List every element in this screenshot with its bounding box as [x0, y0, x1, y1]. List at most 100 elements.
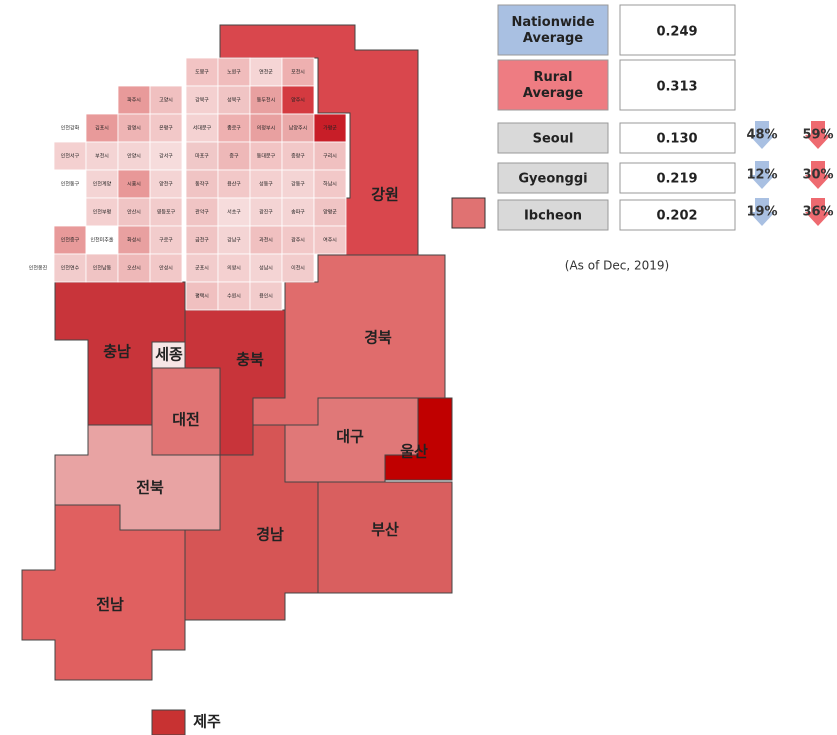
city-label: 김포시	[95, 125, 109, 132]
region-label: 충북	[236, 351, 264, 369]
city-tile	[281, 169, 315, 199]
region-label: 전북	[136, 479, 164, 497]
region-label: 충남	[103, 343, 131, 361]
city-label: 가평군	[323, 125, 337, 132]
city-label: 인천미추홀	[90, 237, 113, 244]
city-label: 송파구	[291, 209, 305, 216]
city-tile	[117, 169, 151, 199]
city-label: 은평구	[159, 125, 173, 132]
region-label: 세종	[155, 346, 183, 364]
region-name: Seoul	[533, 132, 574, 147]
city-tile	[313, 169, 347, 199]
city-label: 성남시	[259, 265, 273, 272]
city-tile	[85, 113, 119, 143]
city-tile	[117, 197, 151, 227]
city-tile	[281, 57, 315, 87]
city-label: 양천구	[159, 181, 173, 188]
city-label: 과천시	[259, 237, 273, 244]
city-tile	[117, 225, 151, 255]
region-label: 대전	[172, 411, 200, 429]
city-label: 강북구	[195, 97, 209, 104]
city-label: 화성시	[127, 237, 141, 244]
city-tile	[217, 57, 251, 87]
region	[151, 709, 186, 735]
summary-label-text: Average	[523, 31, 583, 46]
city-label: 중랑구	[291, 153, 305, 160]
city-tile	[85, 141, 119, 171]
city-label: 마포구	[195, 153, 209, 160]
city-label: 용인시	[259, 293, 273, 300]
city-label: 여주시	[323, 237, 337, 244]
city-label: 시흥시	[127, 181, 141, 188]
city-tile	[185, 113, 219, 143]
city-label: 고양시	[159, 97, 173, 104]
city-label: 안양시	[127, 153, 141, 160]
arrow	[749, 121, 775, 149]
city-tile	[249, 197, 283, 227]
city-label: 인천서구	[61, 153, 80, 160]
city-label: 의정부시	[257, 125, 275, 132]
city-tile	[53, 169, 87, 199]
city-label: 서초구	[227, 209, 241, 216]
city-label: 이천시	[291, 265, 305, 272]
city-tile	[249, 113, 283, 143]
summary-label-text: Rural	[534, 70, 573, 85]
city-tile	[149, 225, 183, 255]
arrow	[749, 198, 775, 226]
city-label: 동두천시	[257, 97, 275, 104]
city-label: 영등포구	[157, 209, 176, 216]
city-label: 광진구	[259, 209, 273, 216]
city-label: 성북구	[227, 97, 241, 104]
city-tile	[281, 253, 315, 283]
vs-nationwide: 48%	[746, 128, 777, 143]
city-tile	[217, 197, 251, 227]
city-label: 의왕시	[227, 265, 241, 272]
city-tile	[217, 253, 251, 283]
city-label: 인천중구	[61, 237, 80, 244]
legend-swatch	[451, 197, 486, 229]
region-value-box	[619, 162, 736, 194]
city-tile	[185, 281, 219, 311]
vs-rural: 59%	[802, 128, 833, 143]
city-label: 종로구	[227, 126, 241, 132]
city-tile	[185, 197, 219, 227]
city-label: 양주시	[291, 97, 305, 104]
city-label: 강동구	[291, 181, 305, 188]
city-label: 인천강화	[61, 125, 80, 132]
region-value-box	[619, 122, 736, 154]
city-label: 강남구	[227, 237, 241, 244]
city-label: 성동구	[259, 181, 273, 188]
city-label: 금천구	[195, 237, 209, 244]
city-label: 양평군	[323, 209, 337, 216]
city-tile	[85, 169, 119, 199]
city-tile	[149, 141, 183, 171]
city-tile	[185, 225, 219, 255]
city-label: 인천연수	[61, 265, 80, 272]
city-label: 인천남동	[93, 265, 112, 272]
region-name: Ibcheon	[524, 209, 582, 224]
city-tile	[53, 253, 87, 283]
city-label: 안성시	[159, 265, 173, 272]
city-tile	[217, 141, 251, 171]
arrow	[749, 161, 775, 189]
region-value: 0.202	[656, 209, 697, 224]
region-label: 부산	[371, 521, 399, 539]
city-tile	[281, 197, 315, 227]
vs-rural: 30%	[802, 168, 833, 183]
summary-label: Rural Average	[523, 70, 583, 101]
arrow	[805, 121, 831, 149]
summary-value: 0.249	[656, 25, 697, 40]
city-tile	[281, 85, 315, 115]
region-value: 0.219	[656, 172, 697, 187]
region-name-box	[497, 122, 609, 154]
region-value: 0.130	[656, 132, 697, 147]
vs-nationwide: 19%	[746, 205, 777, 220]
vs-nationwide: 12%	[746, 168, 777, 183]
city-label: 광명시	[127, 125, 141, 132]
city-tile	[53, 113, 87, 143]
region-label: 경북	[364, 329, 392, 347]
city-tile	[281, 225, 315, 255]
city-label: 인천옹진	[29, 265, 48, 272]
city-label: 강서구	[159, 153, 173, 160]
